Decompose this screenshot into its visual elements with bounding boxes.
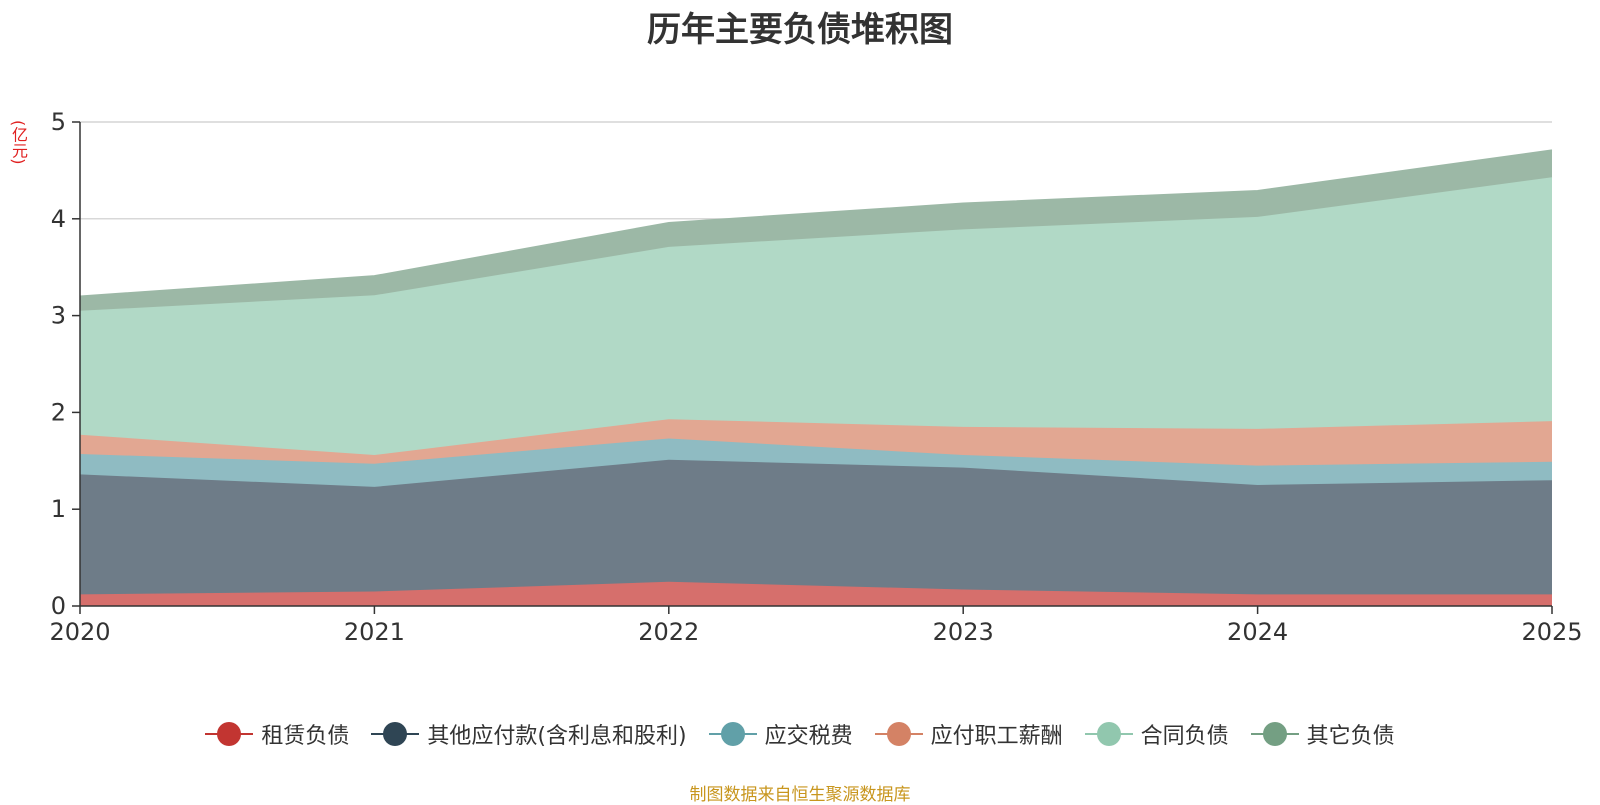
source-note: 制图数据来自恒生聚源数据库 xyxy=(689,785,911,805)
legend-label: 应付职工薪酬 xyxy=(930,724,1063,749)
legend-marker-icon xyxy=(874,722,923,746)
legend-item[interactable]: 其它负债 xyxy=(1250,718,1395,750)
x-tick-label: 2022 xyxy=(638,618,699,646)
legend-marker-icon xyxy=(708,722,757,746)
axes: 0 1 2 3 4 5 2020 2021 2022 2023 2024 2025 xyxy=(49,108,1582,646)
area-应交税费 xyxy=(80,438,1552,487)
legend-marker-icon xyxy=(205,722,254,746)
legend-marker-icon xyxy=(371,722,420,746)
y-tick-label: 4 xyxy=(51,205,66,233)
area-series xyxy=(79,149,1553,606)
y-tick-label: 2 xyxy=(51,398,66,426)
legend-label: 租赁负债 xyxy=(261,724,350,749)
x-tick-label: 2020 xyxy=(49,618,110,646)
x-tick-label: 2023 xyxy=(933,618,994,646)
legend-label: 其他应付款(含利息和股利) xyxy=(427,724,687,749)
x-tick-label: 2024 xyxy=(1227,618,1288,646)
legend-label: 应交税费 xyxy=(764,724,853,749)
legend-marker-icon xyxy=(1084,722,1133,746)
area-租赁负债 xyxy=(80,581,1552,606)
legend: 租赁负债 其他应付款(含利息和股利) 应交税费 应付职工薪酬 合同负债 其它负债 xyxy=(0,718,1600,750)
y-tick-label: 5 xyxy=(51,108,66,136)
y-tick-label: 0 xyxy=(51,592,66,620)
y-tick-label: 3 xyxy=(51,302,66,330)
legend-item[interactable]: 其他应付款(含利息和股利) xyxy=(371,718,687,750)
legend-item[interactable]: 应交税费 xyxy=(708,718,853,750)
stacked-area-chart: 0 1 2 3 4 5 2020 2021 2022 2023 2024 2025 xyxy=(49,108,1582,646)
series-line-其它负债 xyxy=(79,149,1553,297)
chart-title: 历年主要负债堆积图 xyxy=(647,10,953,50)
area-应付职工薪酬 xyxy=(80,419,1552,466)
series-line-其他应付款(含利息和股利) xyxy=(79,459,1553,488)
x-tick-label: 2021 xyxy=(344,618,405,646)
area-合同负债 xyxy=(80,177,1552,455)
legend-item[interactable]: 租赁负债 xyxy=(205,718,349,750)
y-tick-label: 1 xyxy=(51,495,66,523)
legend-item[interactable]: 应付职工薪酬 xyxy=(874,718,1063,750)
area-其他应付款(含利息和股利) xyxy=(80,459,1552,595)
legend-marker-icon xyxy=(1250,722,1299,746)
legend-item[interactable]: 合同负债 xyxy=(1084,718,1229,750)
y-axis-unit-label: (亿元) xyxy=(9,120,28,165)
legend-label: 合同负债 xyxy=(1140,724,1229,749)
legend-label: 其它负债 xyxy=(1306,724,1395,749)
x-tick-label: 2025 xyxy=(1521,618,1582,646)
area-其它负债 xyxy=(80,150,1552,311)
